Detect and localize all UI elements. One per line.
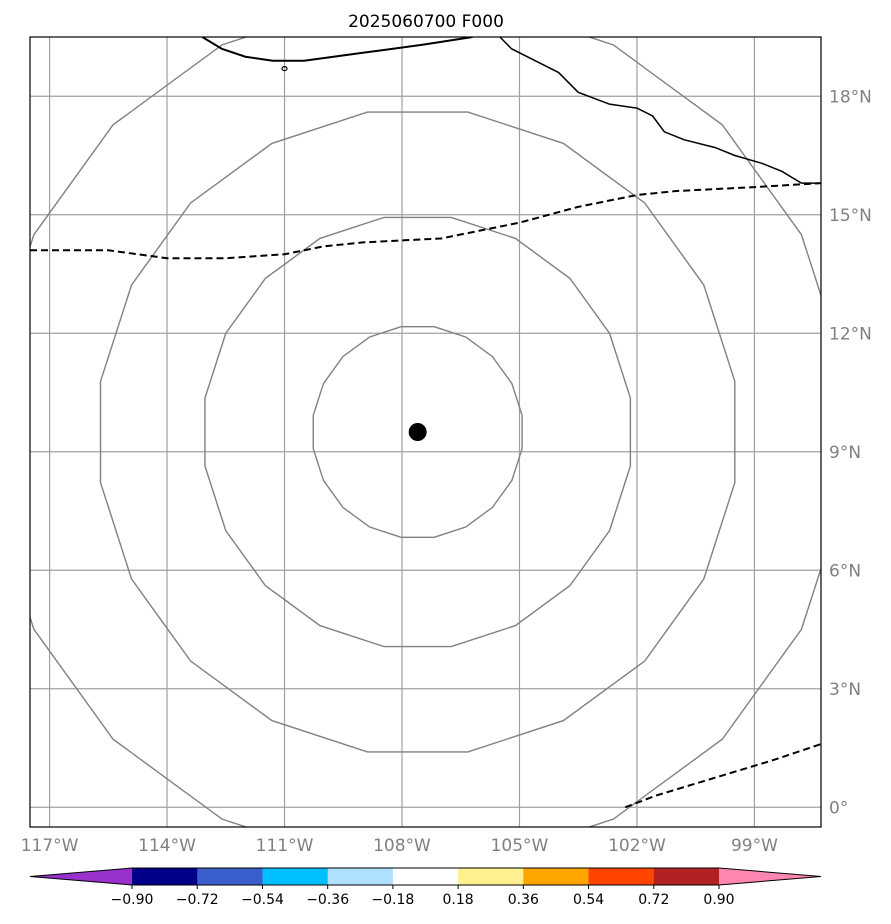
colorbar-tick-label: −0.72: [176, 892, 219, 908]
dashed-boundary: [30, 182, 821, 260]
colorbar-bin: [588, 868, 655, 885]
colorbar-tick-label: −0.54: [241, 892, 284, 908]
colorbar-bin: [132, 868, 198, 885]
colorbar-tick-label: −0.36: [306, 892, 349, 908]
colorbar-bin: [262, 868, 329, 885]
map-area: [30, 37, 821, 827]
range-ring: [312, 325, 523, 539]
latitude-tick-label: 12°N: [829, 324, 872, 344]
island: [281, 65, 288, 72]
latitude-tick-label: 3°N: [829, 680, 861, 700]
longitude-tick-label: 108°W: [373, 836, 431, 856]
colorbar-tick-label: −0.90: [111, 892, 154, 908]
latitude-labels: 0° 3°N 6°N 9°N 12°N 15°N 18°N: [829, 87, 872, 818]
colorbar-extend-low: [30, 868, 132, 885]
colorbar-bin: [392, 868, 459, 885]
coastline: [499, 37, 821, 184]
colorbar-bin: [327, 868, 394, 885]
range-ring: [204, 216, 632, 648]
latitude-tick-label: 15°N: [829, 206, 872, 226]
colorbar-bin: [523, 868, 590, 885]
latitude-tick-label: 18°N: [829, 87, 872, 107]
longitude-tick-label: 99°W: [731, 836, 778, 856]
plot-title: 2025060700 F000: [348, 12, 504, 32]
latitude-tick-label: 6°N: [829, 561, 861, 581]
range-ring: [30, 37, 821, 827]
latitude-tick-label: 0°: [829, 798, 848, 818]
dashed-boundary: [624, 743, 821, 809]
colorbar-tick-label: 0.18: [443, 892, 474, 908]
colorbar-tick-label: 0.72: [638, 892, 669, 908]
colorbar-tick-label: 0.36: [508, 892, 539, 908]
colorbar-tick-label: 0.90: [703, 892, 734, 908]
longitude-tick-label: 102°W: [608, 836, 666, 856]
colorbar-bin: [653, 868, 720, 885]
colorbar-bin: [197, 868, 263, 885]
longitude-tick-label: 111°W: [256, 836, 314, 856]
colorbar-tick-label: −0.18: [371, 892, 414, 908]
latitude-tick-label: 9°N: [829, 443, 861, 463]
longitude-labels: 117°W 114°W 111°W 108°W 105°W 102°W 99°W: [21, 836, 778, 856]
colorbar-bin: [458, 868, 524, 885]
longitude-tick-label: 117°W: [21, 836, 79, 856]
range-ring: [99, 111, 736, 753]
map-frame: [29, 36, 822, 828]
colorbar-extend-high: [719, 868, 821, 885]
coastline: [201, 37, 473, 62]
longitude-tick-label: 114°W: [138, 836, 196, 856]
colorbar: −0.90 −0.72 −0.54 −0.36 −0.18 0.18 0.36 0.54 0.7…: [29, 867, 822, 908]
colorbar-tick-label: 0.54: [573, 892, 604, 908]
longitude-tick-label: 105°W: [491, 836, 549, 856]
storm-center-marker: [408, 423, 427, 441]
